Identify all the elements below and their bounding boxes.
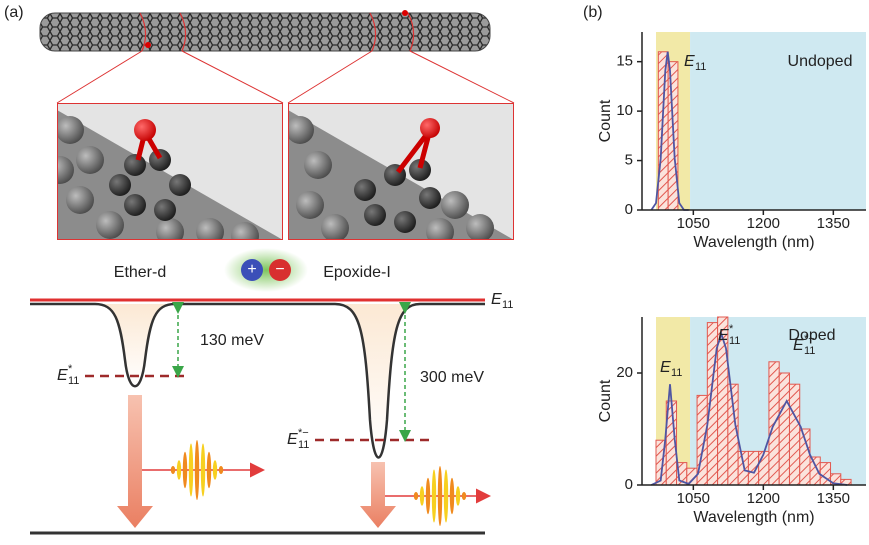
bar (707, 323, 717, 485)
epoxide-label: Epoxide-I (323, 264, 391, 281)
panel-label: (a) (4, 4, 24, 21)
figure: (a) Ether-d Epoxide-I (0, 0, 869, 545)
x-axis-label: Wavelength (nm) (693, 509, 814, 526)
bar (759, 451, 769, 485)
x-tick-label: 1350 (817, 490, 850, 507)
panel-label: (b) (583, 4, 603, 21)
plus-sign: + (247, 261, 256, 278)
y-axis-label: Count (597, 379, 614, 422)
annotation-sup: * (729, 323, 734, 335)
chart-label: Undoped (788, 53, 853, 70)
level-sup: *− (298, 427, 309, 439)
x-axis-label: Wavelength (nm) (693, 234, 814, 251)
y-tick-label: 20 (616, 364, 633, 381)
bar (738, 451, 748, 485)
gap-label: 300 meV (420, 369, 484, 386)
level-base: E (491, 291, 502, 308)
annotation-sub: 11 (671, 367, 682, 379)
level-base: E (57, 367, 68, 384)
bar (820, 463, 830, 485)
level-sub: 11 (298, 439, 309, 451)
x-tick-label: 1050 (677, 215, 710, 232)
y-tick-label: 15 (616, 53, 633, 70)
exciton: + − (224, 248, 308, 292)
y-tick-label: 0 (625, 476, 633, 493)
y-tick-label: 10 (616, 102, 633, 119)
y-axis-label: Count (597, 99, 614, 142)
x-tick-label: 1200 (747, 215, 780, 232)
minus-sign: − (275, 261, 284, 278)
level-sup: * (68, 363, 73, 375)
annotation-sup: *− (804, 333, 815, 345)
y-tick-label: 0 (625, 201, 633, 218)
annotation-base: E (793, 337, 804, 354)
annotation-sub: 11 (695, 61, 706, 73)
gap-label: 130 meV (200, 332, 264, 349)
x-tick-label: 1200 (747, 490, 780, 507)
annotation-base: E (660, 359, 671, 376)
inset-epoxide (286, 103, 514, 246)
bar (779, 373, 789, 485)
level-label: E 11 *− (287, 427, 309, 451)
level-label: E 11 * (57, 363, 79, 387)
inset-ether (46, 103, 283, 250)
annotation-base: E (684, 53, 695, 70)
bar (658, 52, 668, 210)
annotation-sub: 11 (804, 345, 815, 357)
level-sub: 11 (502, 299, 513, 311)
x-tick-label: 1050 (677, 490, 710, 507)
level-base: E (287, 431, 298, 448)
level-label: E 11 (491, 291, 513, 311)
y-tick-label: 5 (625, 152, 633, 169)
x-tick-label: 1350 (817, 215, 850, 232)
ether-label: Ether-d (114, 264, 166, 281)
nanotube (40, 10, 514, 103)
annotation-sub: 11 (729, 335, 740, 347)
annotation-base: E (718, 327, 729, 344)
bar (789, 384, 799, 485)
level-sub: 11 (68, 375, 79, 387)
